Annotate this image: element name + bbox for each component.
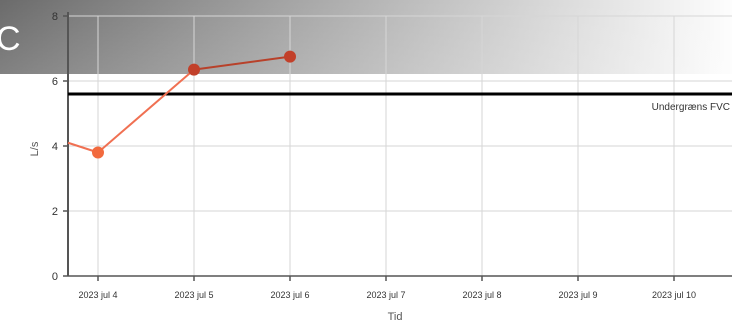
y-tick-label: 0 [52,271,58,283]
x-tick-label: 2023 jul 8 [462,290,501,300]
axes [67,12,732,277]
series-group [67,50,296,159]
y-tick-label: 8 [52,11,58,23]
x-tick-label: 2023 jul 4 [78,290,117,300]
header-glyph: C [0,20,21,58]
x-axis-ticks: 2023 jul 4 2023 jul 5 2023 jul 6 2023 jul 7… [78,276,696,300]
x-tick-label: 2023 jul 9 [558,290,597,300]
data-point [284,50,296,63]
series-line-segment [97,68,195,154]
y-axis-title: L/s [29,141,41,156]
x-tick-label: 2023 jul 7 [366,290,405,300]
series-line-segment [193,55,291,71]
y-tick-label: 6 [52,76,58,88]
reference-line-label: Undergræns FVC [652,102,730,113]
data-point [188,63,200,76]
data-point [92,146,104,159]
x-tick-label: 2023 jul 5 [174,290,213,300]
x-tick-label: 2023 jul 10 [652,290,696,300]
y-axis-ticks: 0 2 4 6 8 [52,11,68,283]
reference-line-group: Undergræns FVC [68,92,732,113]
header-band-fade [0,0,732,74]
y-tick-label: 2 [52,206,58,218]
x-axis-title: Tid [388,311,403,323]
x-tick-label: 2023 jul 6 [270,290,309,300]
y-tick-label: 4 [52,141,58,153]
